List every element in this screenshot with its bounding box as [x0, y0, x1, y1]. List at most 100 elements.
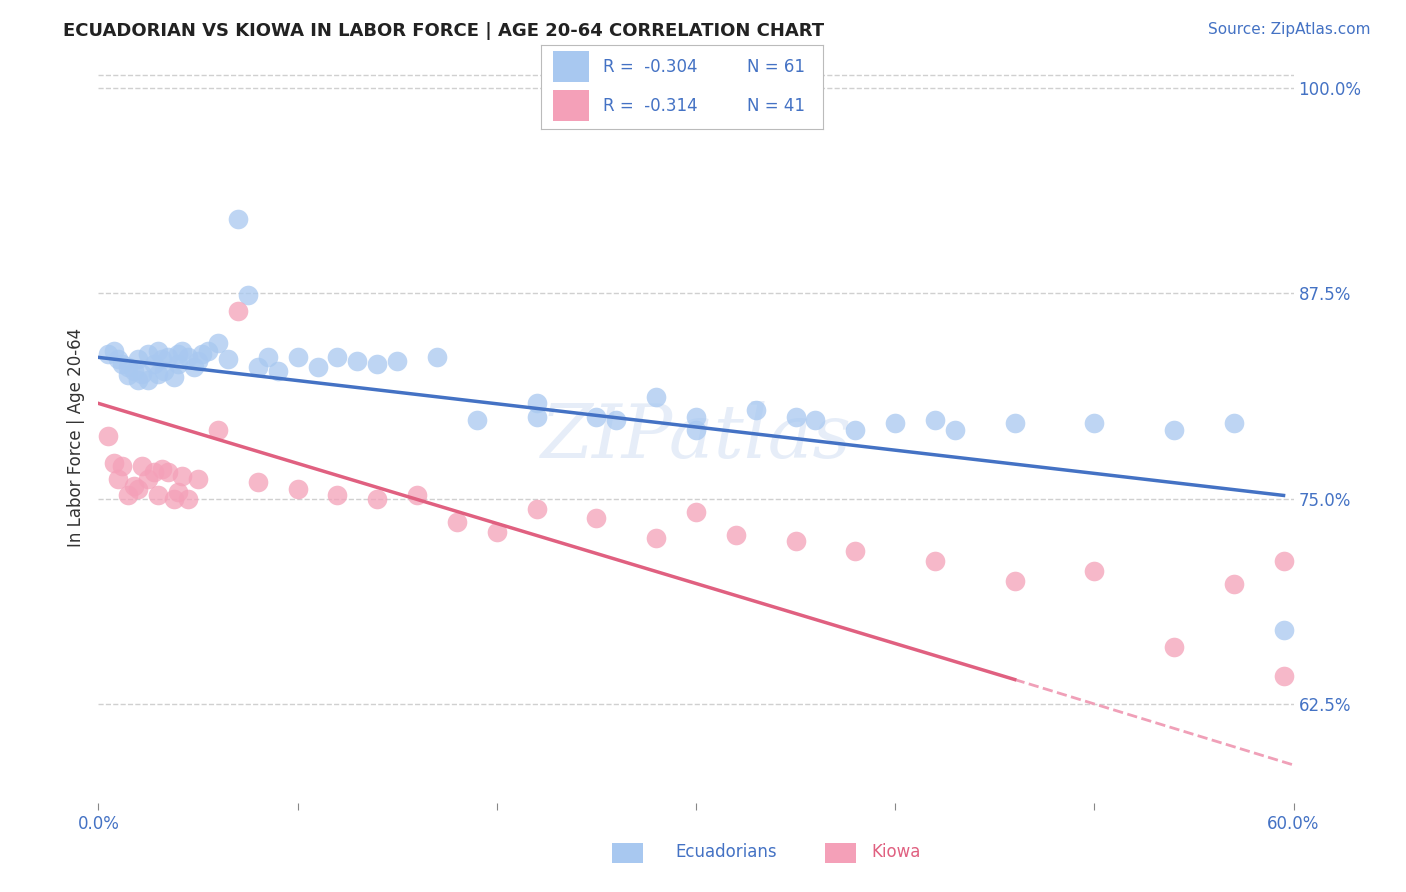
- Point: [207, 335, 229, 350]
- Point: [446, 515, 468, 529]
- Point: [97, 429, 120, 443]
- Point: [1004, 574, 1026, 588]
- Point: [153, 363, 176, 377]
- Point: [226, 212, 249, 227]
- Point: [191, 347, 214, 361]
- Point: [150, 462, 173, 476]
- Point: [346, 353, 368, 368]
- Point: [924, 413, 946, 427]
- Point: [745, 403, 768, 417]
- Point: [131, 367, 153, 381]
- Point: [844, 423, 866, 437]
- Point: [485, 524, 508, 539]
- Point: [924, 554, 946, 568]
- Point: [103, 343, 125, 358]
- Point: [117, 488, 139, 502]
- Point: [785, 534, 807, 549]
- Text: Ecuadorians: Ecuadorians: [675, 843, 776, 861]
- Point: [785, 409, 807, 424]
- Point: [246, 475, 269, 490]
- Point: [844, 544, 866, 558]
- Text: R =  -0.304: R = -0.304: [603, 58, 697, 76]
- Point: [943, 423, 966, 437]
- Point: [127, 482, 149, 496]
- Point: [287, 351, 309, 365]
- Point: [187, 472, 209, 486]
- Point: [111, 458, 134, 473]
- Point: [103, 456, 125, 470]
- Point: [585, 511, 607, 525]
- Point: [148, 488, 170, 502]
- Point: [385, 353, 409, 368]
- Point: [645, 531, 668, 545]
- Point: [307, 360, 329, 375]
- Bar: [553, 52, 589, 82]
- Point: [163, 491, 186, 506]
- Point: [157, 351, 180, 365]
- Point: [172, 343, 194, 358]
- Point: [124, 363, 146, 377]
- Point: [406, 488, 429, 502]
- Point: [217, 351, 239, 366]
- Point: [127, 373, 149, 387]
- Text: Source: ZipAtlas.com: Source: ZipAtlas.com: [1208, 22, 1371, 37]
- Point: [256, 351, 278, 365]
- Bar: [553, 90, 589, 120]
- Point: [226, 304, 249, 318]
- Point: [136, 373, 159, 387]
- Text: N = 41: N = 41: [747, 96, 804, 114]
- Point: [183, 360, 205, 375]
- Point: [326, 488, 349, 502]
- Point: [1272, 669, 1295, 683]
- Point: [526, 409, 548, 424]
- Point: [267, 363, 290, 377]
- Point: [1083, 416, 1105, 430]
- Point: [167, 357, 190, 371]
- Point: [143, 466, 166, 480]
- Text: N = 61: N = 61: [747, 58, 804, 76]
- Point: [1163, 640, 1185, 654]
- Point: [163, 370, 186, 384]
- Point: [326, 351, 349, 365]
- Point: [236, 288, 259, 302]
- Point: [685, 409, 707, 424]
- Point: [97, 347, 120, 361]
- Point: [246, 360, 269, 375]
- Text: Kiowa: Kiowa: [872, 843, 921, 861]
- Point: [1223, 416, 1246, 430]
- Point: [366, 491, 388, 506]
- Y-axis label: In Labor Force | Age 20-64: In Labor Force | Age 20-64: [66, 327, 84, 547]
- Point: [177, 351, 200, 365]
- Point: [157, 466, 180, 480]
- Point: [107, 472, 129, 486]
- Point: [1004, 416, 1026, 430]
- Point: [804, 413, 827, 427]
- Point: [167, 347, 190, 361]
- Text: ZIPatlas: ZIPatlas: [540, 401, 852, 474]
- Point: [645, 390, 668, 404]
- Point: [197, 343, 219, 358]
- Point: [177, 491, 200, 506]
- Point: [136, 347, 159, 361]
- Point: [685, 423, 707, 437]
- Point: [136, 472, 159, 486]
- Point: [148, 343, 170, 358]
- Point: [605, 413, 627, 427]
- Point: [124, 478, 146, 492]
- Point: [1272, 624, 1295, 638]
- Point: [167, 485, 190, 500]
- Point: [526, 501, 548, 516]
- Point: [127, 351, 149, 366]
- Point: [131, 458, 153, 473]
- Point: [366, 357, 388, 371]
- Point: [884, 416, 907, 430]
- Point: [1163, 423, 1185, 437]
- Point: [148, 367, 170, 381]
- Point: [1272, 554, 1295, 568]
- Point: [465, 413, 488, 427]
- Text: ECUADORIAN VS KIOWA IN LABOR FORCE | AGE 20-64 CORRELATION CHART: ECUADORIAN VS KIOWA IN LABOR FORCE | AGE…: [63, 22, 824, 40]
- Point: [150, 351, 173, 366]
- Point: [117, 360, 139, 375]
- Point: [187, 353, 209, 368]
- Point: [172, 468, 194, 483]
